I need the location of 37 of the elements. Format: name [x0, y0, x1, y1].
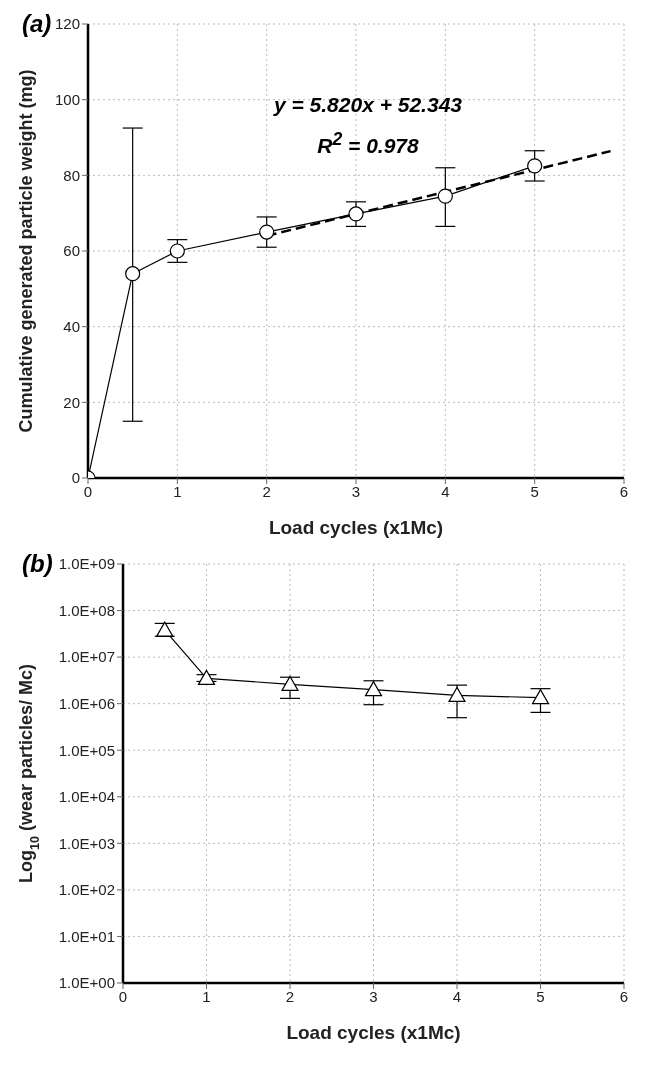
chart-title: (a): [22, 10, 52, 38]
y-tick-label: 40: [63, 317, 80, 335]
x-axis-title: Load cycles (x1Mc): [268, 517, 444, 538]
y-tick-label: 1.0E+05: [58, 741, 115, 759]
y-tick-label: 1.0E+02: [58, 881, 115, 899]
x-tick-label: 5: [536, 987, 545, 1005]
y-tick-label: 1.0E+09: [58, 555, 115, 573]
x-tick-label: 0: [118, 987, 128, 1005]
annotation: y = 5.820x + 52.343: [272, 93, 463, 117]
y-axis-title: Cumulative generated particle weight (mg): [16, 69, 36, 433]
x-tick-label: 2: [262, 482, 271, 500]
x-tick-label: 1: [173, 482, 182, 500]
y-tick-label: 1.0E+08: [58, 601, 115, 619]
x-tick-label: 4: [441, 482, 450, 500]
x-axis-title: Load cycles (x1Mc): [286, 1022, 461, 1043]
x-tick-label: 5: [530, 482, 539, 500]
y-tick-label: 1.0E+04: [58, 788, 115, 806]
annotation: R$^{2}$ = 0.978: [316, 129, 420, 158]
y-tick-label: 100: [54, 90, 80, 108]
x-tick-label: 6: [619, 482, 629, 500]
y-tick-label: 1.0E+03: [58, 834, 115, 852]
chart-title: (b): [22, 550, 53, 578]
x-tick-label: 6: [619, 987, 629, 1005]
y-tick-label: 120: [54, 15, 80, 33]
x-tick-label: 1: [202, 987, 211, 1005]
x-tick-label: 4: [452, 987, 462, 1005]
y-tick-label: 20: [63, 393, 80, 411]
y-tick-label: 80: [63, 166, 80, 184]
y-tick-label: 60: [63, 242, 80, 260]
y-tick-label: 0: [71, 469, 80, 487]
x-tick-label: 2: [285, 987, 295, 1005]
y-tick-label: 1.0E+07: [58, 648, 115, 666]
x-tick-label: 3: [351, 482, 361, 500]
y-tick-label: 1.0E+00: [58, 974, 115, 992]
x-tick-label: 3: [369, 987, 378, 1005]
y-tick-label: 1.0E+01: [58, 927, 115, 945]
y-tick-label: 1.0E+06: [58, 694, 115, 712]
